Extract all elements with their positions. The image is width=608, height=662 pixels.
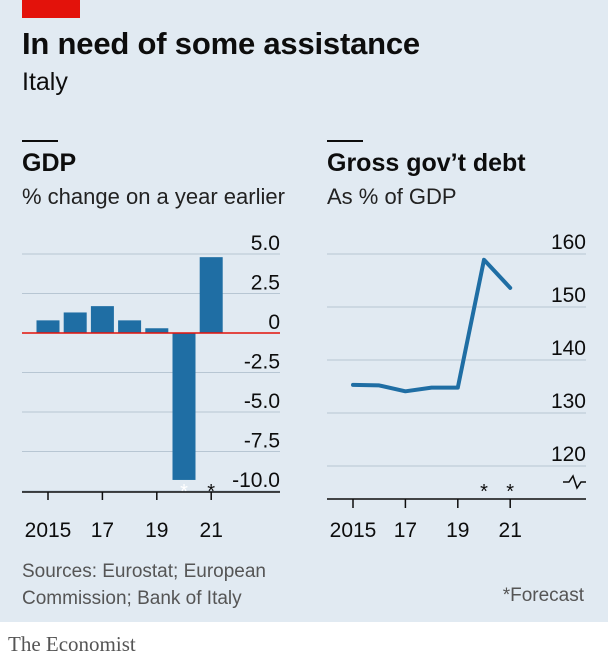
- debt-y-tick-label: 120: [551, 443, 586, 466]
- gdp-x-tick-label: 19: [145, 519, 168, 542]
- gdp-forecast-marker: *: [207, 481, 215, 503]
- gdp-bar: [172, 333, 196, 480]
- debt-title-rule: [327, 140, 363, 142]
- gdp-y-tick-label: -2.5: [244, 351, 280, 374]
- brand-red-bar: [22, 0, 80, 18]
- debt-forecast-marker: *: [506, 481, 514, 503]
- gdp-title-rule: [22, 140, 58, 142]
- gdp-panel-title: GDP: [22, 149, 77, 177]
- gdp-bar: [145, 328, 169, 333]
- gdp-bar: [90, 306, 114, 333]
- debt-panel-unit: As % of GDP: [327, 184, 457, 209]
- gdp-bar-chart: 5.0 2.5 0 -2.5 -5.0 -7.5 -10.0 2015 17 19 21 * *: [22, 232, 280, 542]
- chart-title: In need of some assistance: [22, 26, 420, 61]
- debt-y-tick-label: 150: [551, 284, 586, 307]
- debt-y-tick-label: 130: [551, 390, 586, 413]
- source-note: Sources: Eurostat; European Commission; …: [22, 561, 266, 609]
- gdp-y-tick-label: -5.0: [244, 390, 280, 413]
- gdp-x-tick-label: 2015: [25, 519, 72, 542]
- gdp-x-tick-label: 17: [91, 519, 114, 542]
- axis-break-icon: [563, 474, 586, 490]
- debt-y-tick-label: 160: [551, 231, 586, 254]
- gdp-y-tick-label: -10.0: [232, 469, 280, 492]
- gdp-bar: [118, 320, 142, 333]
- gdp-forecast-marker: *: [180, 481, 188, 503]
- debt-line-chart: 160 150 140 130 120 2015 17 19 21 * *: [327, 231, 586, 542]
- debt-x-tick-label: 19: [446, 519, 469, 542]
- gdp-panel-unit: % change on a year earlier: [22, 184, 285, 209]
- debt-forecast-marker: *: [480, 481, 488, 503]
- debt-x-tick-label: 2015: [330, 519, 377, 542]
- forecast-note: *Forecast: [502, 585, 584, 606]
- gdp-y-tick-label: 5.0: [251, 232, 280, 255]
- gdp-y-tick-label: -7.5: [244, 430, 280, 453]
- economist-logo: The Economist: [8, 632, 136, 656]
- chart-subtitle: Italy: [22, 68, 68, 96]
- debt-line-series: [351, 257, 513, 394]
- gdp-bar: [199, 257, 223, 333]
- gdp-x-tick-label: 21: [200, 519, 223, 542]
- debt-y-tick-label: 140: [551, 337, 586, 360]
- gdp-bar: [36, 320, 60, 333]
- gdp-y-tick-label: 0: [268, 311, 280, 334]
- debt-x-tick-label: 17: [394, 519, 417, 542]
- gdp-bar: [63, 312, 87, 333]
- debt-x-tick-label: 21: [499, 519, 522, 542]
- debt-panel-title: Gross gov’t debt: [327, 149, 526, 177]
- gdp-y-tick-label: 2.5: [251, 272, 280, 295]
